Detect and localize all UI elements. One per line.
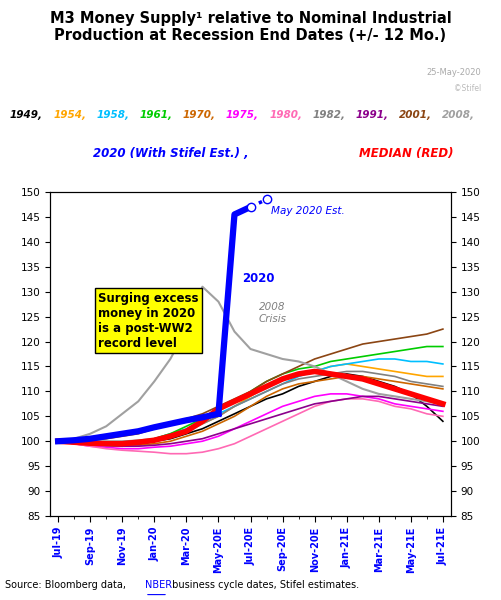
Text: Surging excess
money in 2020
is a post-WW2
record level: Surging excess money in 2020 is a post-W… xyxy=(98,292,199,350)
Text: 2020: 2020 xyxy=(242,272,275,285)
Text: 1991,: 1991, xyxy=(356,110,389,119)
Text: ©Stifel: ©Stifel xyxy=(454,84,481,93)
Text: 1961,: 1961, xyxy=(140,110,172,119)
Text: M3 Money Supply¹ relative to Nominal Industrial
Production at Recession End Date: M3 Money Supply¹ relative to Nominal Ind… xyxy=(50,11,451,43)
Text: 1970,: 1970, xyxy=(183,110,216,119)
Text: MEDIAN (RED): MEDIAN (RED) xyxy=(359,147,453,160)
Text: 25-May-2020: 25-May-2020 xyxy=(426,68,481,77)
Text: 2001,: 2001, xyxy=(399,110,432,119)
Text: Source: Bloomberg data,: Source: Bloomberg data, xyxy=(5,580,129,590)
Text: May 2020 Est.: May 2020 Est. xyxy=(272,206,345,217)
Text: 1958,: 1958, xyxy=(96,110,129,119)
Text: NBER: NBER xyxy=(145,580,172,590)
Text: 2008,: 2008, xyxy=(442,110,475,119)
Text: 1975,: 1975, xyxy=(226,110,259,119)
Text: 1982,: 1982, xyxy=(312,110,345,119)
Text: 2008
Crisis: 2008 Crisis xyxy=(259,302,287,323)
Text: 1949,: 1949, xyxy=(10,110,43,119)
Text: business cycle dates, Stifel estimates.: business cycle dates, Stifel estimates. xyxy=(168,580,359,590)
Text: 1980,: 1980, xyxy=(269,110,302,119)
Text: 2020 (With Stifel Est.) ,: 2020 (With Stifel Est.) , xyxy=(93,147,249,160)
Text: 1954,: 1954, xyxy=(53,110,86,119)
